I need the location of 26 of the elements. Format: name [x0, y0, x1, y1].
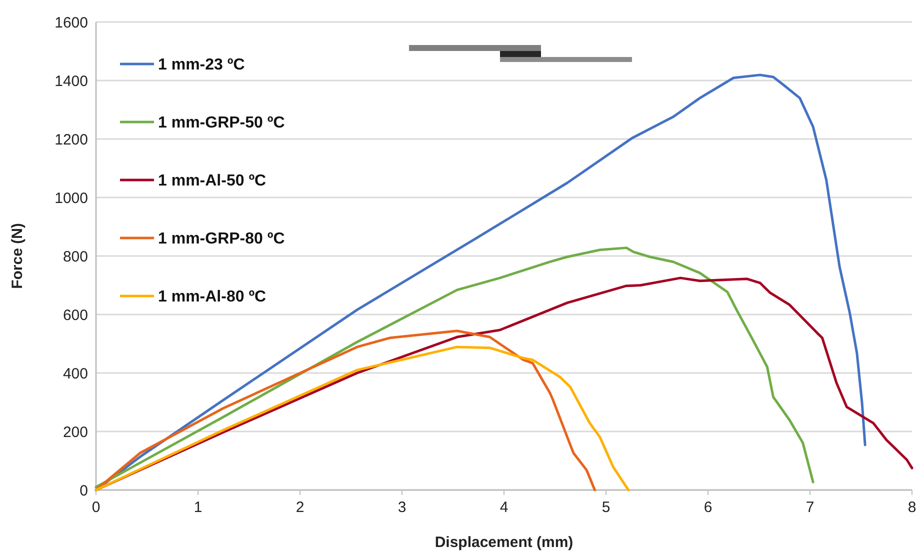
y-tick-label: 800: [62, 248, 88, 266]
x-axis-title: Displacement (mm): [434, 534, 574, 551]
x-tick-label: 7: [806, 499, 814, 516]
x-tick-label: 8: [908, 499, 916, 516]
y-axis-title: Force (N): [9, 223, 26, 289]
legend-label: 1 mm-GRP-80 ºC: [158, 230, 286, 248]
y-tick-label: 200: [62, 424, 88, 441]
y-tick-label: 1200: [54, 131, 88, 148]
y-tick-label: 1400: [54, 72, 88, 90]
x-tick-label: 2: [296, 499, 304, 516]
x-tick-label: 6: [704, 499, 712, 516]
line-series: [94, 246, 814, 488]
x-tick-label: 1: [194, 499, 202, 516]
legend-label: 1 mm-23 ºC: [158, 56, 246, 74]
y-tick-label: 1000: [54, 190, 88, 207]
x-tick-label: 4: [500, 499, 508, 516]
legend-label: 1 mm-GRP-50 ºC: [158, 114, 286, 132]
legend-label: 1 mm-Al-80 ºC: [158, 288, 267, 306]
y-tick-label: 400: [62, 365, 88, 382]
y-tick-label: 0: [80, 482, 88, 500]
y-tick-label: 600: [62, 306, 88, 324]
x-tick-label: 3: [398, 499, 406, 516]
x-tick-label: 0: [92, 499, 100, 516]
y-tick-label: 1600: [54, 14, 88, 32]
legend-label: 1 mm-Al-50 ºC: [158, 172, 267, 190]
x-tick-label: 5: [602, 499, 610, 516]
